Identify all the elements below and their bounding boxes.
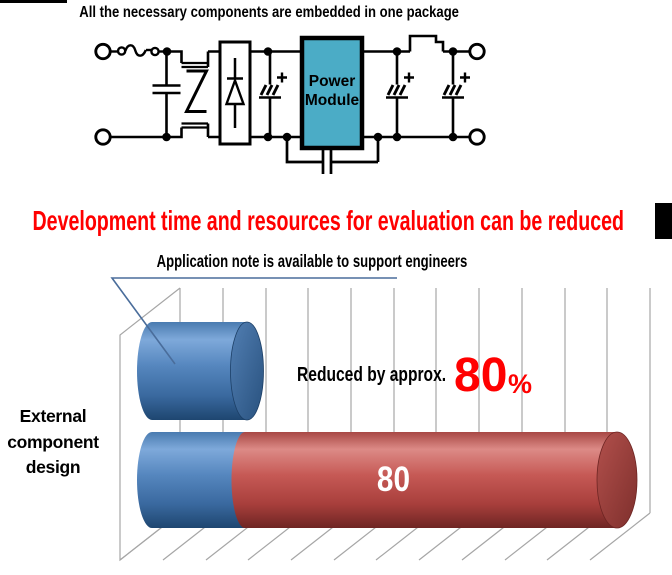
fuse-symbol (110, 44, 163, 57)
category-label-line: design (25, 457, 81, 477)
reduction-percent-sign: % (508, 369, 533, 399)
electrolytic-cap-symbol (386, 51, 414, 137)
category-label: External component design (0, 404, 106, 481)
reduction-prefix: Reduced by approx. (297, 364, 447, 386)
segment-blue (137, 432, 245, 528)
bottom-capacitor-loop (285, 137, 380, 174)
benefit-heading: Development time and resources for evalu… (32, 205, 624, 236)
bar-value-label: 80 (376, 460, 410, 499)
bar-small-blue-cylinder (137, 321, 264, 421)
heading-endcap-block (655, 203, 672, 239)
bridge-rectifier-symbol (218, 40, 252, 146)
category-label-line: component (7, 431, 99, 452)
segment-red-cap (596, 431, 638, 529)
junction-dots (162, 47, 458, 142)
plus-sign (404, 72, 414, 83)
top-edge-line (0, 0, 67, 3)
bar-large-stacked-cylinder (137, 431, 638, 529)
chart-3d (110, 277, 651, 562)
reduction-value: 80 (454, 349, 508, 402)
electrolytic-cap-symbol (442, 51, 470, 137)
electrolytic-cap-symbol (259, 51, 287, 137)
callout-line (110, 277, 397, 365)
film-capacitor-symbol (152, 51, 181, 137)
category-label-line: External (19, 406, 87, 426)
plus-sign (277, 72, 287, 83)
inductor-symbol (408, 34, 445, 52)
power-module-box (299, 35, 365, 151)
circuit-diagram (94, 34, 486, 174)
plus-sign (460, 72, 470, 83)
callout-text: Application note is available to support… (156, 251, 468, 271)
segment-red (245, 432, 617, 528)
slide-title: All the necessary components are embedde… (79, 4, 459, 21)
choke-z-symbol (184, 69, 209, 113)
power-module-label: Power Module (304, 73, 360, 109)
side-wall-edge (119, 287, 181, 562)
